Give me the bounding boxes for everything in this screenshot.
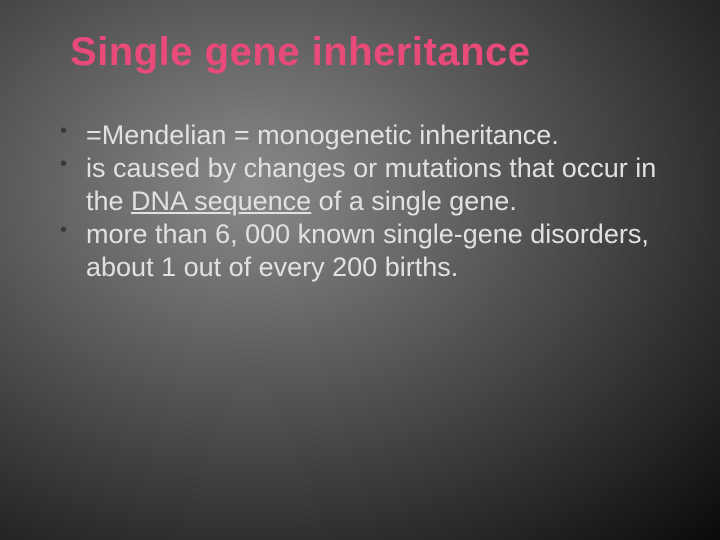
bullet-list: =Mendelian = monogenetic inheritance. is…	[50, 119, 680, 284]
list-item: =Mendelian = monogenetic inheritance.	[50, 119, 680, 152]
bullet-text-underlined: DNA sequence	[131, 186, 311, 216]
slide: Single gene inheritance =Mendelian = mon…	[0, 0, 720, 540]
bullet-text: =Mendelian = monogenetic inheritance.	[86, 120, 559, 150]
slide-title: Single gene inheritance	[70, 30, 720, 75]
list-item: more than 6, 000 known single-gene disor…	[50, 218, 680, 284]
bullet-text-post: of a single gene.	[311, 186, 517, 216]
list-item: is caused by changes or mutations that o…	[50, 152, 680, 218]
bullet-text: more than 6, 000 known single-gene disor…	[86, 219, 649, 282]
